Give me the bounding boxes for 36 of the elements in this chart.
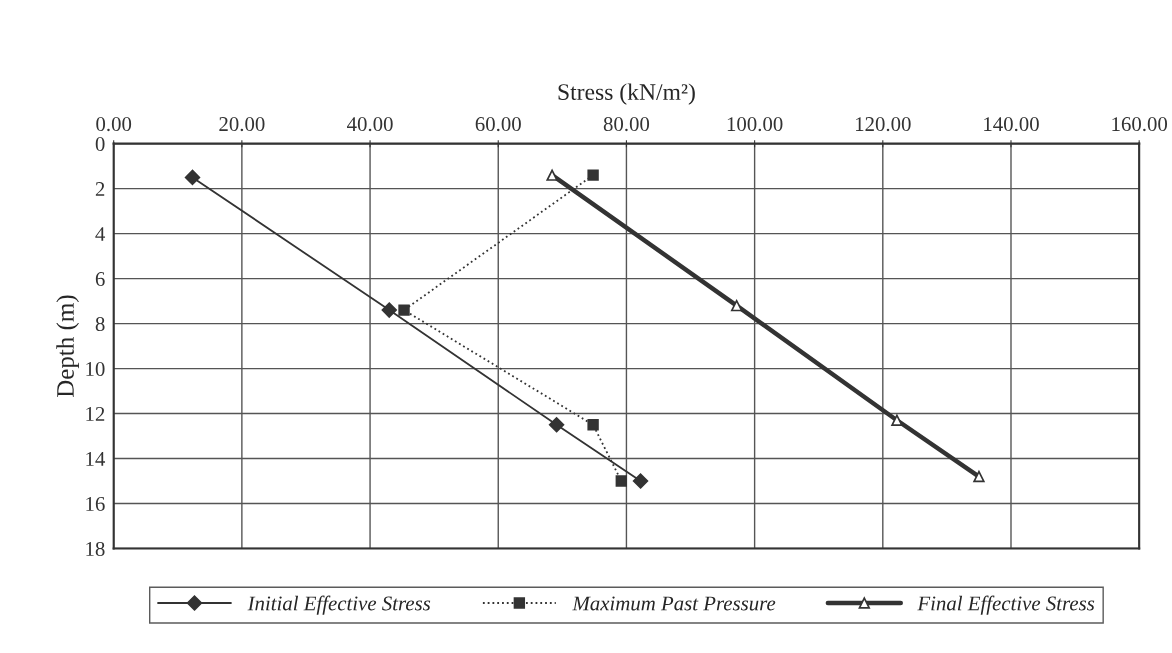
y-tick-label: 6 [95,272,105,287]
y-axis-title: Depth (m) [56,295,79,398]
y-tick-label: 18 [86,541,105,556]
x-tick-label: 40.00 [347,117,393,132]
x-tick-label: 0.00 [96,117,132,132]
x-tick-label: 100.00 [727,117,783,132]
point [587,419,599,431]
x-tick-label: 140.00 [984,117,1039,132]
y-tick-label: 8 [95,316,105,332]
point [184,169,201,186]
point [587,169,599,181]
point [891,414,903,427]
legend-label: Initial Effective Stress [247,595,431,615]
point [546,169,558,181]
y-tick-label: 16 [86,496,105,511]
y-tick-label: 12 [86,407,105,421]
point [381,302,397,318]
legend-label: Final Effective Stress [917,595,1095,615]
y-tick-label: 14 [86,452,106,466]
x-axis-title: Stress (kN/m²) [558,83,695,105]
y-tick-label: 10 [86,361,105,377]
x-tick-label: 80.00 [603,117,650,132]
point [973,470,985,483]
x-tick-label: 120.00 [856,117,911,132]
x-tick-label: 20.00 [219,117,265,132]
y-tick-label: 4 [95,227,106,241]
point [398,304,410,316]
y-tick-label: 0 [95,137,105,152]
point [615,475,628,487]
point [730,299,743,312]
legend-label: Maximum Past Pressure [572,596,776,611]
point [632,473,649,489]
y-tick-label: 2 [95,182,105,196]
point [548,417,565,433]
x-tick-label: 60.00 [475,117,521,132]
x-tick-label: 160.00 [1112,117,1168,132]
